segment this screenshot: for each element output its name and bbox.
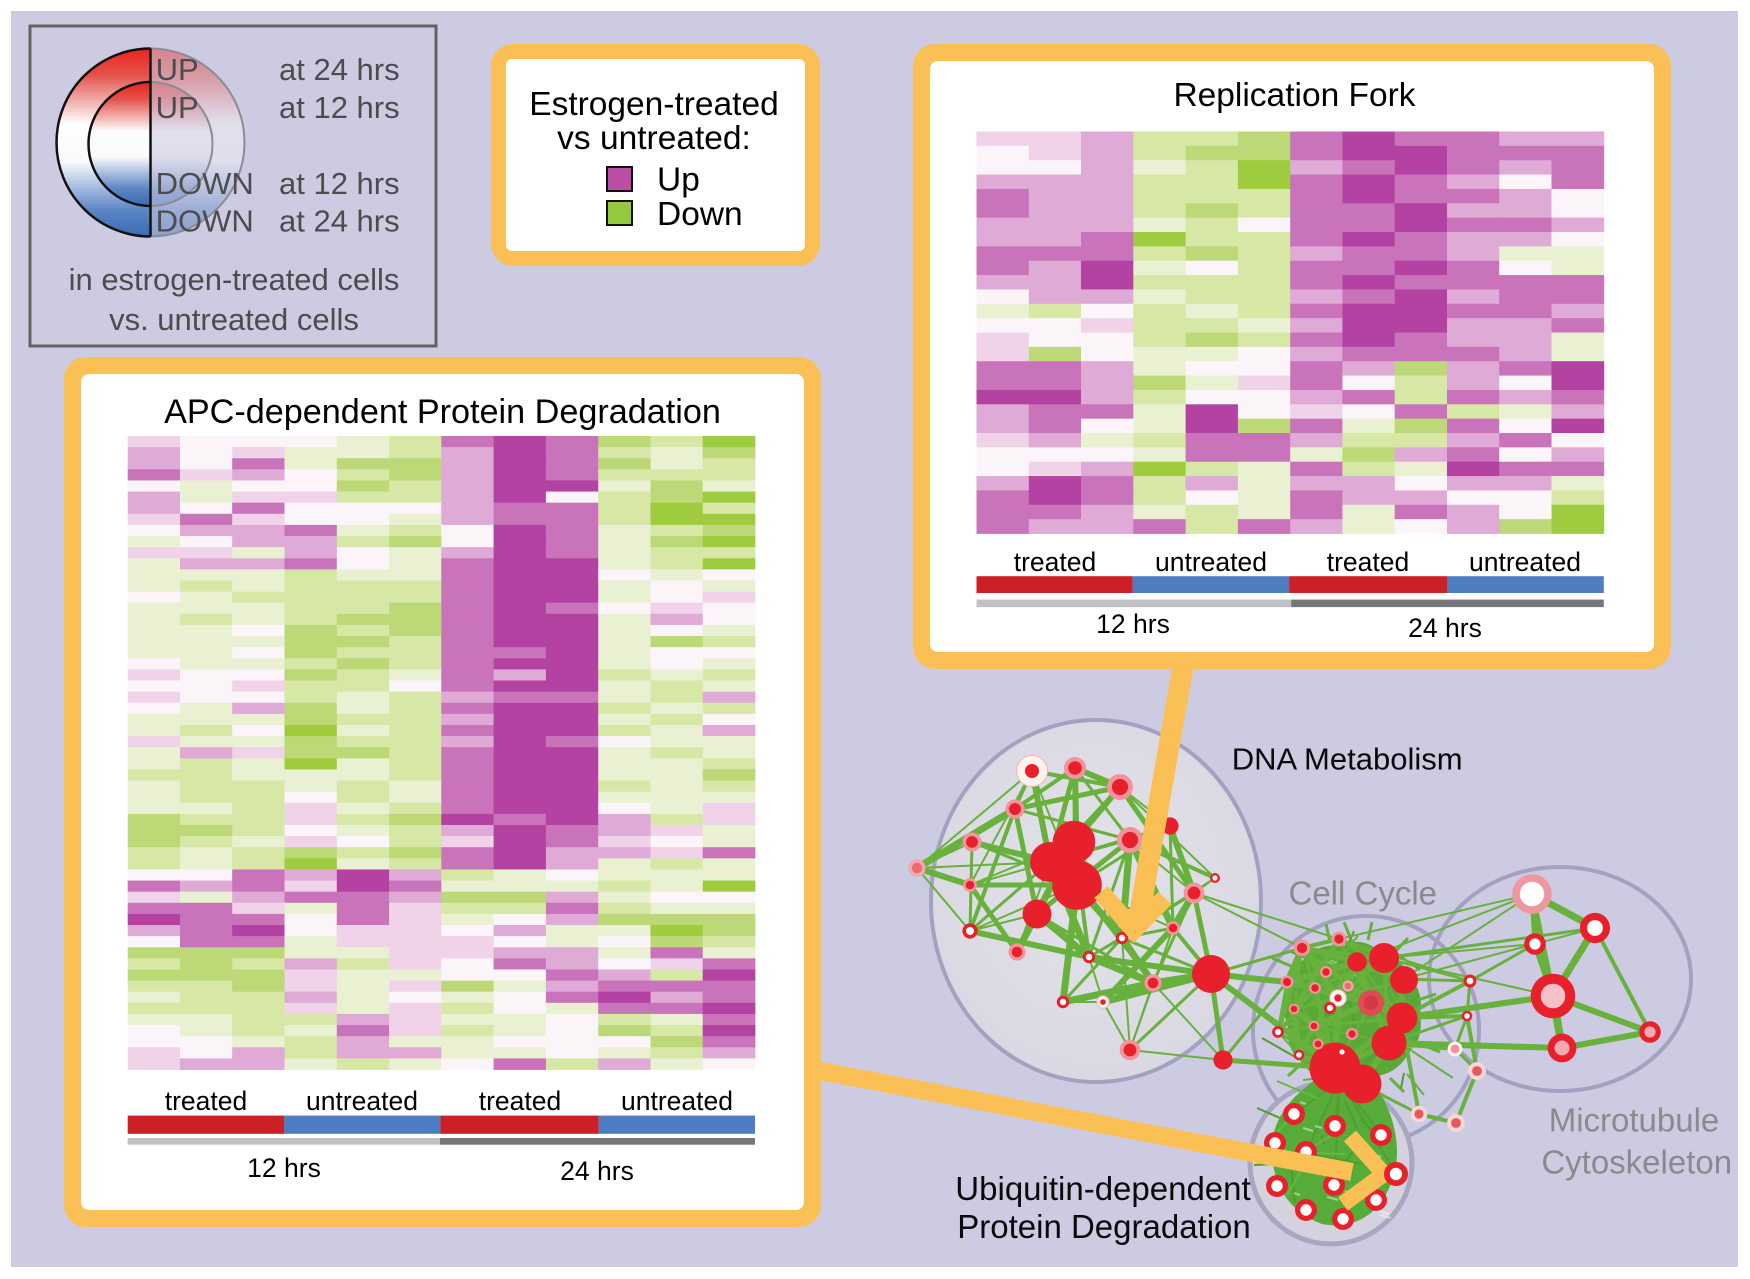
svg-text:DNA Metabolism: DNA Metabolism <box>1232 741 1463 776</box>
svg-text:vs untreated:: vs untreated: <box>557 120 751 157</box>
svg-text:untreated: untreated <box>1155 547 1267 577</box>
svg-text:Up: Up <box>657 162 700 199</box>
svg-text:treated: treated <box>1327 547 1410 577</box>
svg-text:Down: Down <box>657 196 743 233</box>
svg-text:at 12 hrs: at 12 hrs <box>279 90 400 125</box>
svg-text:in estrogen-treated cells: in estrogen-treated cells <box>69 262 400 297</box>
svg-text:Microtubule: Microtubule <box>1549 1102 1720 1139</box>
svg-text:untreated: untreated <box>621 1086 733 1116</box>
svg-text:Protein Degradation: Protein Degradation <box>957 1208 1251 1245</box>
svg-text:untreated: untreated <box>306 1086 418 1116</box>
svg-text:Replication Fork: Replication Fork <box>1173 77 1415 114</box>
svg-text:Estrogen-treated: Estrogen-treated <box>529 86 779 123</box>
svg-text:Cell Cycle: Cell Cycle <box>1289 875 1438 912</box>
svg-text:DOWN: DOWN <box>156 203 254 238</box>
svg-text:12 hrs: 12 hrs <box>1096 609 1170 639</box>
svg-text:24 hrs: 24 hrs <box>1408 613 1482 643</box>
svg-text:untreated: untreated <box>1469 547 1581 577</box>
svg-text:treated: treated <box>1014 547 1097 577</box>
svg-text:12 hrs: 12 hrs <box>247 1153 321 1183</box>
svg-text:UP: UP <box>156 52 199 87</box>
svg-text:at 24 hrs: at 24 hrs <box>279 203 400 238</box>
svg-text:UP: UP <box>156 90 199 125</box>
svg-text:at 24 hrs: at 24 hrs <box>279 52 400 87</box>
svg-text:APC-dependent Protein Degradat: APC-dependent Protein Degradation <box>164 393 721 431</box>
svg-text:24 hrs: 24 hrs <box>560 1156 634 1186</box>
svg-text:Cytoskeleton: Cytoskeleton <box>1541 1144 1732 1181</box>
svg-text:Ubiquitin-dependent: Ubiquitin-dependent <box>955 1170 1250 1207</box>
svg-text:DOWN: DOWN <box>156 166 254 201</box>
svg-text:treated: treated <box>479 1086 562 1116</box>
svg-text:treated: treated <box>165 1086 248 1116</box>
svg-text:at 12 hrs: at 12 hrs <box>279 166 400 201</box>
svg-text:vs. untreated cells: vs. untreated cells <box>109 302 359 337</box>
